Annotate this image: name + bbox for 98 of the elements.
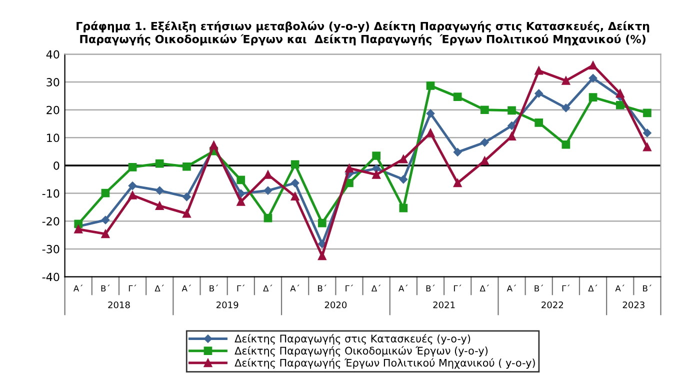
x-tick-label: Δ΄ (263, 284, 272, 292)
point (318, 218, 326, 228)
point (399, 204, 408, 212)
point (616, 89, 624, 98)
point (588, 74, 598, 82)
y-tick-label: 40 (46, 50, 60, 59)
point (128, 191, 137, 200)
x-tick-label: Δ΄ (480, 284, 489, 292)
point (480, 156, 489, 165)
point (534, 89, 543, 98)
point (290, 160, 300, 169)
point (372, 170, 380, 179)
point (562, 140, 570, 149)
point (480, 106, 489, 114)
legend-label: Δείκτης Παραγωγής Έργων Πολιτικού Μηχανικού ( y-o-y) (234, 358, 535, 369)
y-tick-label: -30 (42, 244, 60, 254)
x-tick-label: Β΄ (101, 284, 110, 292)
text: 2019 (216, 301, 238, 308)
point (399, 175, 408, 184)
point (453, 148, 462, 156)
point (534, 66, 544, 75)
x-tick-label: Δ΄ (154, 284, 164, 292)
point (372, 164, 380, 173)
point (453, 178, 462, 188)
legend-label: Δείκτης Παραγωγής Οικοδομικών Έργων (y-o-y) (234, 346, 488, 357)
x-tick-label: Β΄ (318, 284, 326, 292)
x-tick-label: Α΄ (398, 284, 408, 292)
point (264, 170, 272, 179)
point (508, 132, 516, 140)
point (236, 197, 246, 206)
point (101, 216, 110, 224)
point (588, 61, 598, 70)
x-tick-label: Γ΄ (237, 284, 245, 292)
x-tick-label: Β΄ (210, 284, 218, 292)
point (399, 154, 408, 164)
x-tick-label: Β΄ (643, 284, 652, 292)
point (426, 81, 435, 90)
y-tick-label: 20 (46, 106, 60, 114)
chart-title: Γράφημα 1. Εξέλιξη ετήσιων μεταβολών (y-o-y) Δείκτη Παραγωγής στις Κατασκευές, Δείκτη Παραγωγής Οικοδομικών Έργων και Δείκτη Παραγωγής Έργων Πολιτικού Μηχανικού (%) (76, 21, 650, 46)
point (345, 164, 354, 172)
point (562, 76, 570, 85)
point (508, 122, 516, 130)
x-tick-label: Δ΄ (371, 284, 381, 292)
point (643, 108, 652, 118)
point (74, 225, 83, 234)
point (182, 192, 191, 202)
point (236, 176, 246, 184)
x-tick-label: Α΄ (506, 284, 516, 292)
point (534, 118, 544, 127)
point (128, 162, 137, 172)
point (426, 128, 435, 138)
point (210, 141, 218, 150)
point (426, 109, 435, 118)
x-tick-label: Γ΄ (454, 284, 462, 292)
point (182, 162, 191, 171)
point (453, 92, 462, 101)
x-tick-label: Α΄ (182, 284, 191, 292)
point (290, 192, 300, 201)
legend-label: Δείκτης Παραγωγής στις Κατασκευές (y-o-y) (234, 334, 470, 345)
point (155, 202, 164, 210)
x-tick-label: Δ΄ (588, 284, 598, 292)
point (562, 104, 570, 112)
text: 2018 (108, 301, 130, 308)
point (643, 128, 652, 138)
x-tick-label: Β΄ (426, 284, 435, 292)
point (155, 186, 164, 195)
text: 2022 (542, 301, 563, 308)
point (372, 152, 380, 160)
point (182, 209, 191, 218)
point (155, 159, 164, 168)
point (480, 138, 489, 147)
point (264, 186, 272, 195)
point (318, 252, 326, 260)
y-tick-label: -20 (42, 217, 60, 226)
point (616, 100, 624, 110)
y-tick-label: 0 (54, 161, 60, 170)
x-tick-label: Γ΄ (346, 284, 353, 292)
point (508, 106, 516, 115)
text: 2021 (433, 301, 455, 308)
y-tick-label: 30 (46, 78, 60, 86)
point (290, 178, 300, 188)
point (264, 214, 272, 222)
point (101, 188, 110, 198)
point (643, 142, 652, 152)
x-tick-label: Α΄ (290, 284, 300, 292)
y-tick-label: -10 (42, 189, 60, 198)
point (101, 230, 110, 238)
x-tick-label: Γ΄ (128, 284, 136, 292)
x-tick-label: Α΄ (615, 284, 624, 292)
x-tick-label: Γ΄ (562, 284, 570, 292)
text: 2023 (622, 301, 644, 308)
y-tick-label: -40 (42, 272, 60, 282)
y-tick-label: 10 (47, 134, 60, 142)
point (128, 182, 137, 190)
text: 2020 (324, 301, 347, 308)
x-tick-label: Α΄ (73, 284, 83, 292)
x-tick-label: Β΄ (534, 284, 544, 292)
point (588, 93, 598, 102)
